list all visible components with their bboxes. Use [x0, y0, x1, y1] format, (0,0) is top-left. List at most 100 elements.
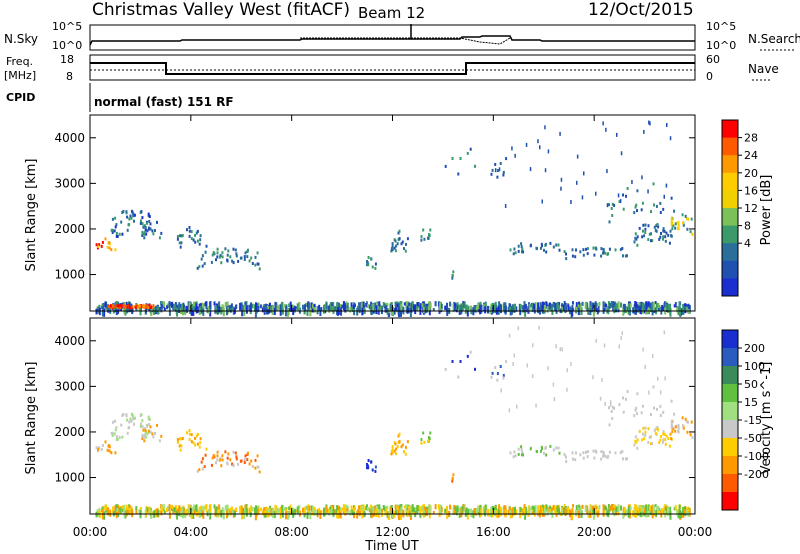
range-cell — [394, 504, 397, 510]
range-cell — [558, 451, 561, 455]
range-cell — [594, 246, 597, 250]
range-cell — [608, 423, 611, 427]
range-cell — [178, 444, 181, 448]
range-cell — [212, 454, 215, 457]
range-cell — [509, 303, 512, 307]
range-cell — [553, 397, 556, 402]
range-cell — [146, 221, 149, 225]
range-cell — [604, 303, 607, 308]
range-cell — [689, 230, 692, 234]
range-cell — [209, 301, 212, 310]
range-cell — [524, 303, 527, 313]
colorbar-tick-label: 20 — [744, 167, 758, 180]
range-cell — [108, 444, 111, 447]
range-cell — [647, 224, 650, 228]
range-cell — [642, 432, 644, 436]
range-cell — [276, 304, 279, 311]
range-cell — [613, 504, 616, 509]
range-cell — [389, 303, 392, 312]
range-cell — [188, 226, 191, 229]
range-cell — [255, 505, 257, 514]
range-cell — [451, 360, 454, 363]
range-cell — [470, 508, 473, 515]
range-cell — [243, 461, 246, 464]
range-cell — [663, 432, 666, 436]
range-cell — [110, 431, 113, 435]
range-cell — [665, 183, 668, 188]
range-cell — [619, 199, 622, 203]
range-cell — [237, 259, 240, 263]
range-cell — [246, 458, 249, 462]
range-cell — [607, 508, 610, 518]
range-cell — [637, 304, 640, 312]
range-cell — [142, 428, 145, 432]
colorbar-tick-label: 8 — [744, 220, 751, 233]
range-cell — [670, 221, 673, 225]
range-cell — [221, 454, 224, 458]
range-cell — [166, 508, 168, 513]
range-cell — [376, 504, 379, 508]
range-cell — [143, 304, 146, 308]
range-cell — [622, 207, 625, 211]
range-cell — [393, 246, 396, 250]
range-cell — [143, 433, 146, 437]
range-cell — [244, 454, 247, 458]
range-cell — [332, 504, 335, 512]
range-cell — [188, 437, 191, 441]
range-cell — [126, 431, 129, 435]
range-cell — [201, 457, 204, 461]
range-cell — [176, 440, 179, 444]
range-cell — [396, 303, 399, 308]
range-cell — [514, 506, 516, 514]
range-cell — [151, 229, 154, 233]
range-cell — [216, 251, 219, 255]
range-cell — [678, 504, 681, 510]
range-cell — [586, 455, 589, 459]
range-cell — [432, 308, 435, 312]
range-cell — [583, 171, 585, 176]
range-cell — [148, 215, 151, 218]
range-cell — [652, 385, 655, 389]
range-cell — [199, 437, 202, 441]
range-cell — [509, 248, 512, 252]
range-cell — [336, 302, 339, 310]
range-cell — [466, 354, 469, 358]
range-cell — [405, 504, 408, 512]
range-cell — [638, 302, 641, 306]
range-cell — [664, 442, 667, 446]
range-cell — [536, 247, 538, 251]
range-cell — [590, 302, 593, 310]
range-cell — [659, 211, 662, 214]
range-cell — [215, 461, 217, 465]
range-cell — [534, 302, 537, 310]
range-cell — [160, 231, 163, 235]
range-cell — [466, 151, 469, 155]
range-cell — [647, 189, 649, 194]
range-cell — [627, 303, 630, 311]
range-cell — [670, 419, 673, 423]
freq-tick-right-top: 60 — [706, 53, 720, 66]
range-cell — [627, 506, 630, 514]
range-cell — [460, 508, 463, 515]
range-cell — [146, 424, 149, 428]
range-cell — [101, 443, 104, 447]
range-cell — [256, 303, 259, 312]
range-cell — [613, 306, 616, 314]
range-cell — [226, 462, 229, 466]
range-cell — [122, 306, 125, 310]
range-cell — [109, 306, 112, 314]
range-cell — [502, 373, 505, 377]
range-cell — [416, 505, 419, 514]
range-cell — [196, 509, 199, 517]
range-cell — [642, 229, 644, 233]
range-cell — [515, 509, 518, 515]
range-cell — [100, 447, 103, 451]
range-cell — [663, 330, 666, 335]
colorbar-segment — [722, 384, 738, 403]
range-cell — [559, 131, 561, 136]
range-cell — [139, 304, 142, 308]
range-cell — [354, 506, 356, 511]
range-cell — [145, 232, 148, 236]
range-cell — [662, 410, 665, 414]
range-cell — [339, 511, 342, 518]
